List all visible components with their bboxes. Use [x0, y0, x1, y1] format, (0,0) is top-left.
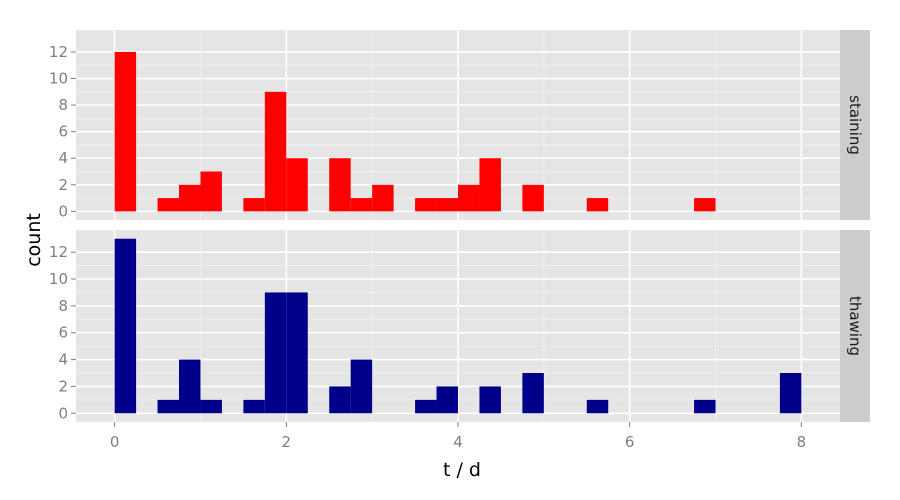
- y-tick-label: 4: [58, 149, 68, 167]
- histogram-bar: [586, 399, 609, 414]
- x-tick-label: 2: [282, 433, 292, 451]
- x-axis-title: t / d: [443, 459, 481, 481]
- histogram-bar: [479, 158, 501, 212]
- histogram-bar: [350, 359, 373, 414]
- histogram-bar: [179, 184, 201, 212]
- facet-strip: [840, 30, 870, 220]
- histogram-bar: [264, 292, 287, 414]
- histogram-bar: [436, 386, 458, 414]
- histogram-bar: [179, 359, 201, 414]
- histogram-bar: [372, 184, 394, 212]
- histogram-bar: [694, 399, 716, 414]
- y-tick-label: 12: [49, 243, 68, 261]
- facet-strip-label: staining: [846, 95, 864, 155]
- y-tick-label: 10: [49, 270, 68, 288]
- histogram-bar: [479, 386, 501, 414]
- histogram-bar: [286, 292, 308, 414]
- y-tick-label: 0: [58, 404, 68, 422]
- histogram-bar: [114, 51, 137, 212]
- histogram-bar: [114, 238, 137, 414]
- panels-group: 0 2 4 6 8 10 12 staining 0 2 4 6 8 10 12 thawing: [49, 30, 870, 422]
- facet-strip-label: thawing: [846, 296, 864, 356]
- y-tick-label: 6: [58, 324, 68, 342]
- histogram-bar: [157, 198, 180, 212]
- y-tick-label: 8: [58, 96, 68, 114]
- histogram-bar: [329, 386, 351, 414]
- y-axis-title: count: [23, 213, 45, 267]
- y-tick-label: 0: [58, 202, 68, 220]
- facet-strip: [840, 230, 870, 422]
- histogram-bar: [415, 198, 437, 212]
- y-tick-label: 2: [58, 377, 68, 395]
- histogram-bar: [458, 184, 480, 212]
- histogram-bar: [694, 198, 716, 212]
- histogram-bar: [415, 399, 437, 414]
- histogram-bar: [157, 399, 180, 414]
- histogram-bar: [586, 198, 609, 212]
- x-tick-label: 0: [110, 433, 120, 451]
- histogram-bar: [243, 399, 265, 414]
- histogram-bar: [286, 158, 308, 212]
- histogram-bar: [329, 158, 351, 212]
- x-axis: 0 2 4 6 8: [110, 422, 806, 451]
- histogram-bar: [243, 198, 265, 212]
- y-tick-label: 12: [49, 43, 68, 61]
- x-tick-label: 6: [625, 433, 635, 451]
- y-tick-label: 10: [49, 69, 68, 87]
- histogram-bar: [779, 372, 802, 414]
- histogram-bar: [200, 399, 222, 414]
- y-tick-label: 8: [58, 297, 68, 315]
- x-tick-label: 8: [797, 433, 807, 451]
- histogram-bar: [522, 372, 544, 414]
- y-tick-label: 6: [58, 123, 68, 141]
- histogram-bar: [264, 91, 287, 212]
- facet-panel-staining: 0 2 4 6 8 10 12 staining: [49, 30, 870, 220]
- facet-panel-thawing: 0 2 4 6 8 10 12 thawing: [49, 230, 870, 422]
- y-tick-label: 4: [58, 351, 68, 369]
- x-tick-label: 4: [453, 433, 463, 451]
- histogram-bar: [522, 184, 544, 212]
- histogram-bar: [200, 171, 222, 212]
- histogram-bar: [350, 198, 373, 212]
- y-tick-label: 2: [58, 176, 68, 194]
- histogram-bar: [436, 198, 458, 212]
